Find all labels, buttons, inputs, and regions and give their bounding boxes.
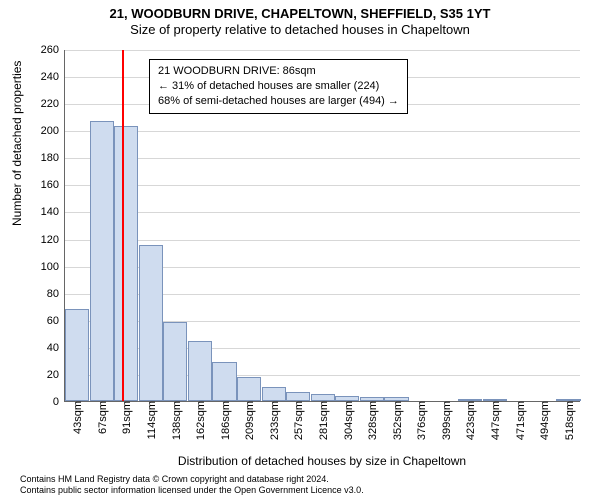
y-tick-label: 220 xyxy=(41,98,65,110)
y-tick-label: 40 xyxy=(47,342,65,354)
x-tick-label: 257sqm xyxy=(291,401,305,440)
y-tick-label: 20 xyxy=(47,369,65,381)
x-axis-title: Distribution of detached houses by size … xyxy=(64,454,580,468)
gridline xyxy=(65,50,580,51)
legend-line-3: 68% of semi-detached houses are larger (… xyxy=(158,94,399,109)
x-tick-label: 43sqm xyxy=(70,401,84,434)
x-tick-label: 138sqm xyxy=(169,401,183,440)
histogram-bar xyxy=(286,392,310,401)
footer: Contains HM Land Registry data © Crown c… xyxy=(20,474,364,496)
histogram-bar xyxy=(311,394,335,401)
legend-box: 21 WOODBURN DRIVE: 86sqm ← 31% of detach… xyxy=(149,59,408,114)
histogram-bar xyxy=(212,362,236,401)
x-tick-label: 304sqm xyxy=(341,401,355,440)
y-tick-label: 180 xyxy=(41,152,65,164)
histogram-bar xyxy=(90,121,114,401)
x-tick-label: 162sqm xyxy=(193,401,207,440)
gridline xyxy=(65,158,580,159)
legend-line-2: ← 31% of detached houses are smaller (22… xyxy=(158,79,399,94)
x-tick-label: 352sqm xyxy=(390,401,404,440)
chart-title: 21, WOODBURN DRIVE, CHAPELTOWN, SHEFFIEL… xyxy=(0,0,600,39)
y-tick-label: 160 xyxy=(41,179,65,191)
histogram-bar xyxy=(188,341,212,401)
y-tick-label: 140 xyxy=(41,206,65,218)
x-tick-label: 114sqm xyxy=(144,401,158,439)
x-tick-label: 91sqm xyxy=(119,401,133,434)
y-tick-label: 200 xyxy=(41,125,65,137)
x-tick-label: 471sqm xyxy=(513,401,527,440)
x-tick-label: 209sqm xyxy=(242,401,256,440)
legend-line-1: 21 WOODBURN DRIVE: 86sqm xyxy=(158,64,399,79)
x-tick-label: 518sqm xyxy=(562,401,576,440)
histogram-bar xyxy=(114,126,138,401)
y-axis-title: Number of detached properties xyxy=(10,61,24,226)
footer-line-1: Contains HM Land Registry data © Crown c… xyxy=(20,474,364,485)
y-tick-label: 240 xyxy=(41,71,65,83)
histogram-bar xyxy=(237,377,261,401)
histogram-bar xyxy=(65,309,89,401)
y-tick-label: 80 xyxy=(47,288,65,300)
y-tick-label: 0 xyxy=(53,396,65,408)
x-tick-label: 328sqm xyxy=(365,401,379,440)
x-tick-label: 376sqm xyxy=(414,401,428,440)
x-tick-label: 186sqm xyxy=(218,401,232,440)
x-tick-label: 423sqm xyxy=(463,401,477,440)
gridline xyxy=(65,131,580,132)
x-tick-label: 399sqm xyxy=(439,401,453,440)
y-tick-label: 100 xyxy=(41,261,65,273)
title-line-1: 21, WOODBURN DRIVE, CHAPELTOWN, SHEFFIEL… xyxy=(110,6,491,21)
y-tick-label: 60 xyxy=(47,315,65,327)
y-tick-label: 260 xyxy=(41,44,65,56)
x-tick-label: 447sqm xyxy=(488,401,502,440)
histogram-bar xyxy=(139,245,163,401)
gridline xyxy=(65,212,580,213)
title-line-2: Size of property relative to detached ho… xyxy=(130,22,470,37)
histogram-bar xyxy=(262,387,286,401)
plot-area: 02040608010012014016018020022024026043sq… xyxy=(64,50,580,402)
gridline xyxy=(65,185,580,186)
gridline xyxy=(65,240,580,241)
x-tick-label: 233sqm xyxy=(267,401,281,440)
y-tick-label: 120 xyxy=(41,234,65,246)
x-tick-label: 494sqm xyxy=(537,401,551,440)
histogram-bar xyxy=(163,322,187,401)
x-tick-label: 67sqm xyxy=(95,401,109,434)
reference-line xyxy=(122,50,124,401)
x-tick-label: 281sqm xyxy=(316,401,330,440)
footer-line-2: Contains public sector information licen… xyxy=(20,485,364,496)
